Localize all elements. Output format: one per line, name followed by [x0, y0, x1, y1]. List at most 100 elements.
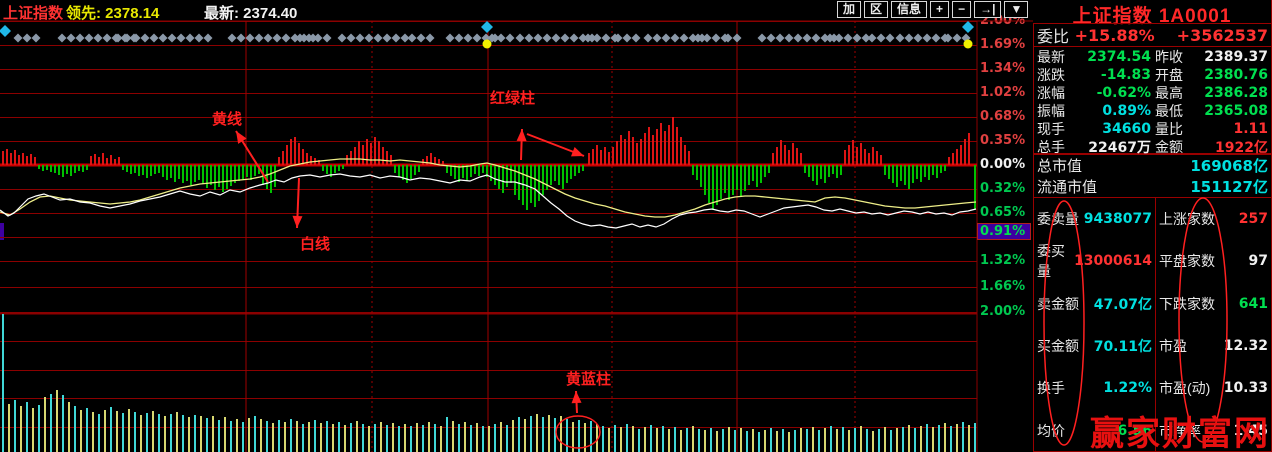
osc-bar-green	[944, 165, 946, 171]
volume-bar	[200, 416, 202, 452]
info-marker-icon	[445, 33, 455, 43]
info-marker-icon	[337, 33, 347, 43]
volume-bar	[254, 416, 256, 452]
info-marker-icon	[75, 33, 85, 43]
osc-bar-red	[110, 155, 112, 165]
annotation-label: 黄蓝柱	[566, 370, 611, 388]
annotation-arrow	[526, 133, 585, 157]
info-marker-icon	[829, 33, 839, 43]
volume-bar	[224, 417, 226, 452]
volume-bar	[182, 415, 184, 452]
osc-bar-red	[98, 157, 100, 165]
osc-bar-green	[840, 165, 842, 175]
info-marker-icon	[102, 33, 112, 43]
volume-bar	[374, 424, 376, 452]
osc-bar-green	[538, 165, 540, 201]
info-marker-icon	[236, 33, 246, 43]
osc-bar-red	[318, 160, 320, 165]
toolbar-button-0[interactable]: 加	[837, 1, 862, 18]
volume-bar	[98, 414, 100, 452]
volume-bar	[914, 428, 916, 452]
osc-bar-red	[390, 155, 392, 165]
osc-bar-green	[708, 165, 710, 203]
stock-title: 上证指数 1A0001	[1072, 6, 1232, 27]
info-marker-icon	[313, 33, 323, 43]
toolbar-button-4[interactable]: −	[952, 1, 972, 18]
volume-bar	[776, 431, 778, 452]
weibi-label: 委比	[1037, 29, 1070, 46]
scale-label: 0.00%	[980, 157, 1026, 172]
volume-bar	[734, 430, 736, 452]
info-marker-icon	[643, 33, 653, 43]
info-marker-icon	[203, 33, 213, 43]
volume-bar	[704, 430, 706, 452]
osc-bar-red	[422, 159, 424, 165]
osc-bar-green	[578, 165, 580, 173]
volume-bar	[488, 426, 490, 452]
info-marker-icon	[601, 33, 611, 43]
osc-bar-green	[214, 165, 216, 190]
osc-bar-green	[190, 165, 192, 185]
toolbar-button-2[interactable]: 信息	[891, 1, 928, 18]
osc-bar-green	[482, 165, 484, 173]
osc-bar-green	[226, 165, 228, 189]
info-marker-icon	[122, 33, 132, 43]
info-marker-icon	[515, 33, 525, 43]
weibi-row: 委比 +15.88% +3562537	[1033, 23, 1272, 47]
volume-bar	[164, 416, 166, 452]
detail-row: 委买量 13000614	[1037, 243, 1152, 280]
osc-bar-green	[824, 165, 826, 183]
volume-bar	[878, 429, 880, 452]
volume-bar	[926, 424, 928, 452]
volume-bar	[962, 422, 964, 452]
osc-bar-green	[178, 165, 180, 179]
volume-bar	[32, 408, 34, 452]
osc-bar-red	[600, 150, 602, 165]
current-level-badge: 0.91%	[977, 223, 1031, 240]
toolbar-button-5[interactable]: →|	[974, 1, 1002, 18]
osc-bar-green	[506, 165, 508, 187]
info-marker-icon	[346, 33, 356, 43]
osc-bar-green	[920, 165, 922, 182]
volume-bar	[518, 417, 520, 452]
osc-bar-green	[470, 165, 472, 177]
toolbar-button-1[interactable]: 区	[864, 1, 889, 18]
osc-bar-green	[558, 165, 560, 185]
volume-bar	[614, 425, 616, 452]
volume-bar	[218, 420, 220, 452]
osc-bar-green	[250, 165, 252, 180]
osc-bar-red	[426, 156, 428, 165]
osc-bar-green	[812, 165, 814, 181]
quote-row: 涨跌 -14.83 开盘 2380.76	[1037, 67, 1268, 83]
osc-bar-red	[608, 152, 610, 165]
toolbar-button-6[interactable]: ▼	[1004, 1, 1029, 18]
volume-bar	[932, 427, 934, 452]
info-marker-icon	[373, 33, 383, 43]
osc-bar-green	[712, 165, 714, 210]
osc-bar-red	[640, 139, 642, 165]
volume-bar	[656, 428, 658, 452]
info-marker-icon	[245, 33, 255, 43]
osc-bar-green	[494, 165, 496, 185]
volume-bar	[590, 421, 592, 452]
info-marker-icon	[610, 33, 620, 43]
osc-bar-green	[222, 165, 224, 192]
osc-bar-red	[358, 141, 360, 165]
scale-label: 1.66%	[980, 279, 1026, 294]
toolbar-button-3[interactable]: +	[930, 1, 950, 18]
osc-bar-green	[940, 165, 942, 173]
volume-bar	[332, 424, 334, 452]
osc-bar-red	[10, 153, 12, 165]
osc-bar-red	[370, 143, 372, 165]
osc-bar-red	[784, 145, 786, 165]
volume-bar	[50, 394, 52, 452]
osc-bar-red	[2, 151, 4, 165]
detail-row: 换手 1.22%	[1037, 380, 1152, 397]
osc-bar-red	[636, 143, 638, 165]
osc-bar-red	[346, 155, 348, 165]
osc-bar-red	[354, 147, 356, 165]
osc-bar-red	[302, 149, 304, 165]
info-marker-icon	[720, 33, 730, 43]
volume-bar	[242, 422, 244, 452]
osc-bar-green	[70, 165, 72, 176]
